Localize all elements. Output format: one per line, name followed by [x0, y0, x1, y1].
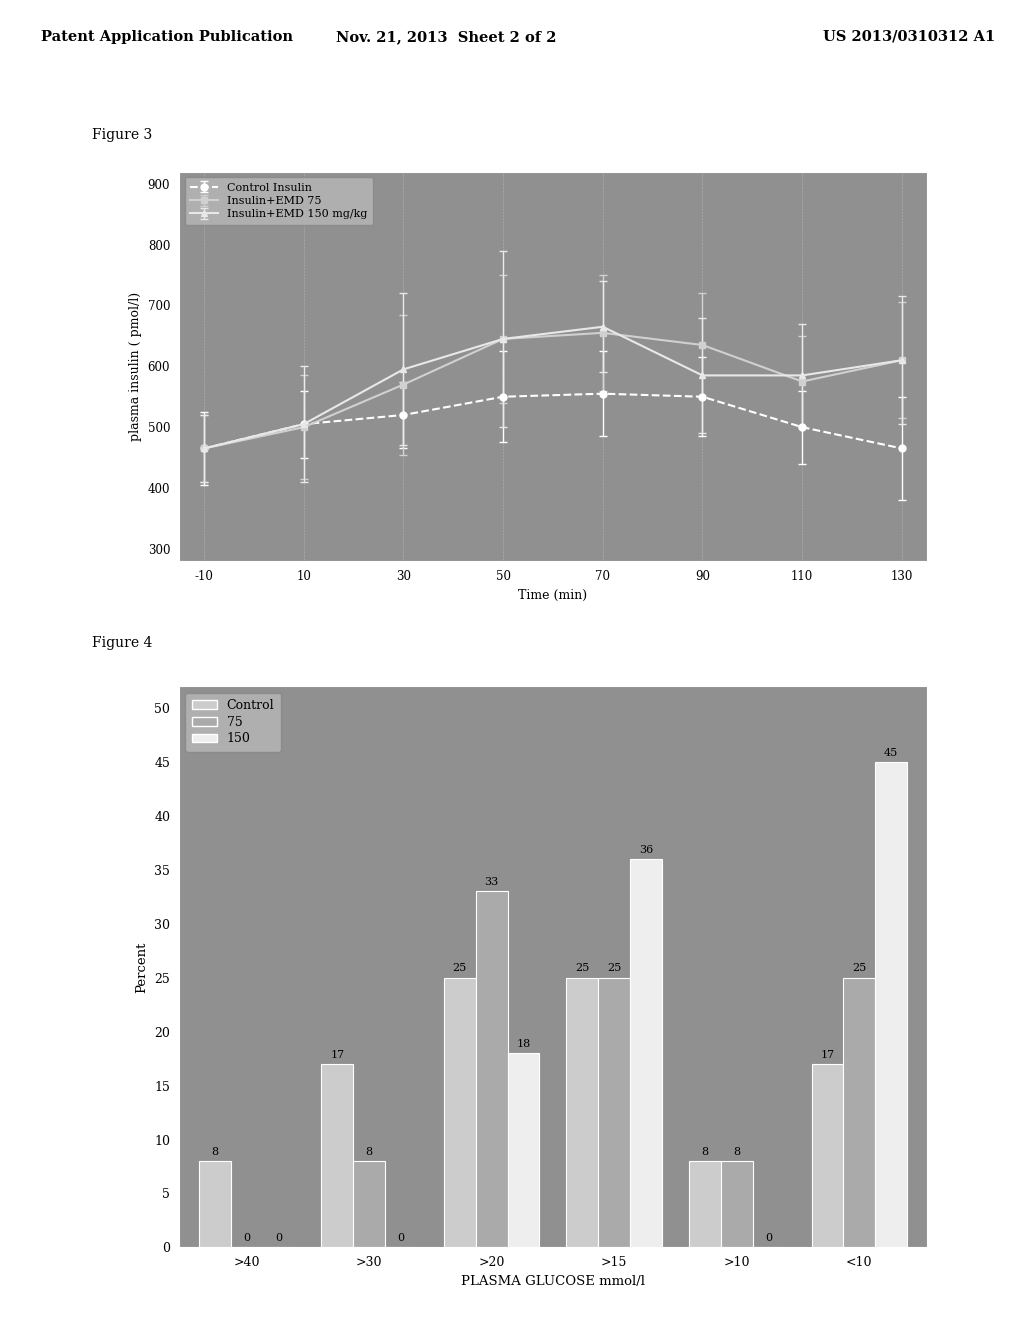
Text: 25: 25 — [453, 964, 467, 973]
Text: Figure 3: Figure 3 — [92, 128, 153, 143]
Text: 45: 45 — [884, 747, 898, 758]
Text: 8: 8 — [733, 1147, 740, 1156]
Bar — [598, 978, 630, 1247]
Text: 33: 33 — [484, 876, 499, 887]
Text: 8: 8 — [211, 1147, 218, 1156]
Bar — [844, 978, 876, 1247]
Text: 8: 8 — [366, 1147, 373, 1156]
Text: Nov. 21, 2013  Sheet 2 of 2: Nov. 21, 2013 Sheet 2 of 2 — [336, 30, 556, 44]
Text: 0: 0 — [243, 1233, 250, 1243]
Text: US 2013/0310312 A1: US 2013/0310312 A1 — [823, 30, 995, 44]
Text: 0: 0 — [274, 1233, 282, 1243]
Bar — [689, 1162, 721, 1247]
Text: 25: 25 — [575, 964, 590, 973]
Text: 0: 0 — [765, 1233, 772, 1243]
Bar — [508, 1053, 540, 1247]
Text: 25: 25 — [607, 964, 622, 973]
Bar — [630, 859, 663, 1247]
Text: 36: 36 — [639, 845, 653, 855]
Y-axis label: Percent: Percent — [135, 941, 148, 993]
Y-axis label: plasma insulin ( pmol/l): plasma insulin ( pmol/l) — [129, 292, 142, 441]
Text: 17: 17 — [820, 1049, 835, 1060]
X-axis label: Time (min): Time (min) — [518, 589, 588, 602]
Bar — [353, 1162, 385, 1247]
Bar — [199, 1162, 230, 1247]
Legend: Control Insulin, Insulin+EMD 75, Insulin+EMD 150 mg/kg: Control Insulin, Insulin+EMD 75, Insulin… — [184, 177, 373, 224]
Text: Patent Application Publication: Patent Application Publication — [41, 30, 293, 44]
Text: Figure 4: Figure 4 — [92, 636, 153, 651]
Bar — [876, 762, 907, 1247]
Text: 18: 18 — [516, 1039, 530, 1049]
Bar — [566, 978, 598, 1247]
Legend: Control, 75, 150: Control, 75, 150 — [185, 693, 281, 751]
Bar — [443, 978, 476, 1247]
Bar — [322, 1064, 353, 1247]
Bar — [476, 891, 508, 1247]
Bar — [812, 1064, 844, 1247]
Text: 8: 8 — [701, 1147, 709, 1156]
X-axis label: PLASMA GLUCOSE mmol/l: PLASMA GLUCOSE mmol/l — [461, 1275, 645, 1288]
Text: 17: 17 — [330, 1049, 344, 1060]
Bar — [721, 1162, 753, 1247]
Text: 25: 25 — [852, 964, 866, 973]
Text: 0: 0 — [397, 1233, 404, 1243]
